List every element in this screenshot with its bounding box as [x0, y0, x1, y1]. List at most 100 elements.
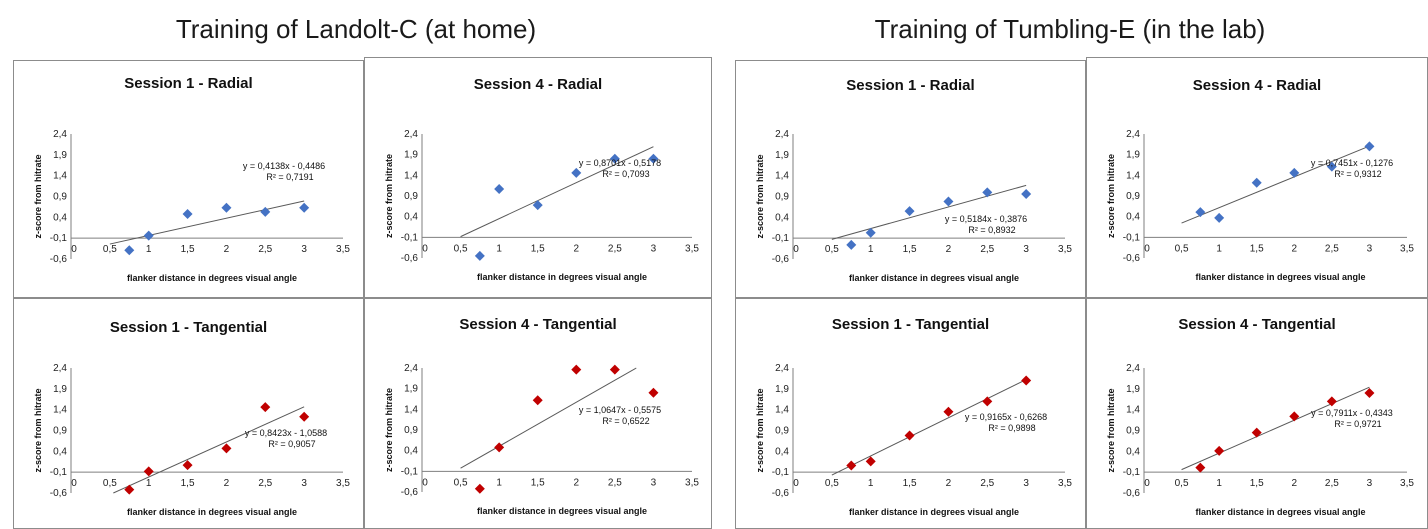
y-tick-label: 2,4	[1126, 129, 1140, 140]
y-axis-label: z-score from hitrate	[755, 154, 765, 238]
chart-title: Session 1 - Radial	[124, 75, 252, 92]
data-point	[1289, 167, 1300, 178]
r-squared-label: R² = 0,8932	[968, 225, 1015, 235]
x-tick-label: 0	[793, 478, 799, 489]
y-tick-label: -0,6	[401, 253, 419, 264]
trendline	[831, 379, 1027, 476]
x-tick-label: 1	[496, 243, 502, 254]
data-point	[982, 187, 993, 198]
trendline	[460, 146, 654, 238]
chart-svg: Session 1 - Radial -0,6 -0,1 0,4 0,9 1,4 1,9 2,…	[755, 77, 1072, 283]
chart-title: Session 1 - Tangential	[110, 319, 267, 336]
data-point	[846, 239, 857, 250]
y-tick-label: 0,9	[1126, 191, 1140, 202]
y-tick-label: 1,4	[1126, 405, 1140, 416]
x-axis-label: flanker distance in degrees visual angle	[1195, 272, 1365, 282]
chart-panel-tumbling-s1-tangential: Session 1 - Tangential -0,6 -0,1 0,4 0,9 1,4 1…	[735, 298, 1086, 529]
chart-panel-landolt-s4-radial: Session 4 - Radial -0,6 -0,1 0,4 0,9 1,4 1,9 2,…	[364, 57, 712, 298]
trendline-equation: y = 0,8701x - 0,5178	[579, 158, 661, 168]
r-squared-label: R² = 0,9057	[268, 439, 315, 449]
y-tick-label: 1,9	[404, 150, 418, 161]
trendline	[1181, 145, 1370, 224]
y-axis-label: z-score from hitrate	[755, 388, 765, 472]
chart-svg: Session 4 - Tangential -0,6 -0,1 0,4 0,9 1,4 1…	[384, 316, 699, 516]
y-tick-label: 2,4	[1126, 363, 1140, 374]
chart-svg: Session 4 - Tangential -0,6 -0,1 0,4 0,9 1,4 1…	[1106, 316, 1414, 517]
trendline	[1181, 386, 1370, 471]
data-point	[865, 456, 876, 467]
y-tick-label: -0,1	[50, 233, 68, 244]
data-point	[571, 364, 582, 375]
x-tick-label: 1	[1216, 478, 1222, 489]
y-tick-label: 0,9	[775, 426, 789, 437]
data-point	[1251, 427, 1262, 438]
x-tick-label: 2,5	[980, 244, 994, 255]
y-tick-label: 1,9	[53, 150, 67, 161]
chart-panel-tumbling-s4-radial: Session 4 - Radial -0,6 -0,1 0,4 0,9 1,4 1,9 2,…	[1086, 57, 1428, 298]
x-axis-label: flanker distance in degrees visual angle	[849, 507, 1019, 517]
x-tick-label: 1	[146, 244, 152, 255]
x-tick-label: 2,5	[980, 478, 994, 489]
data-point	[182, 209, 193, 219]
x-tick-label: 2,5	[258, 244, 272, 255]
x-tick-label: 2,5	[608, 477, 622, 488]
x-axis-label: flanker distance in degrees visual angle	[1195, 507, 1365, 517]
chart-svg: Session 4 - Radial -0,6 -0,1 0,4 0,9 1,4 1,9 2,…	[384, 76, 699, 282]
x-tick-label: 1,5	[531, 477, 545, 488]
y-tick-label: 1,9	[53, 384, 67, 395]
y-tick-label: 1,4	[404, 404, 418, 415]
y-axis-label: z-score from hitrate	[384, 154, 394, 238]
group-title-landolt: Training of Landolt-C (at home)	[175, 14, 537, 44]
chart-panel-landolt-s1-radial: Session 1 - Radial -0,6 -0,1 0,4 0,9 1,4 1,9 2,…	[13, 60, 364, 298]
y-tick-label: -0,6	[772, 488, 790, 499]
y-tick-label: 0,4	[775, 446, 789, 457]
y-axis-label: z-score from hitrate	[33, 388, 43, 472]
trendline-equation: y = 0,7451x - 0,1276	[1311, 158, 1393, 168]
chart-svg: Session 4 - Radial -0,6 -0,1 0,4 0,9 1,4 1,9 2,…	[1106, 77, 1414, 282]
x-tick-label: 3,5	[685, 243, 699, 254]
x-tick-label: 3,5	[1058, 244, 1072, 255]
x-tick-label: 1	[868, 244, 874, 255]
y-tick-label: -0,6	[1123, 488, 1141, 499]
x-tick-label: 0,5	[454, 243, 468, 254]
y-axis-label: z-score from hitrate	[33, 154, 43, 238]
x-tick-label: 3,5	[336, 478, 350, 489]
data-point	[1214, 212, 1225, 223]
trendline-equation: y = 0,8423x - 1,0588	[245, 428, 327, 438]
x-tick-label: 0,5	[103, 244, 117, 255]
y-axis-label: z-score from hitrate	[1106, 154, 1116, 238]
chart-title: Session 1 - Radial	[846, 77, 974, 94]
x-tick-label: 0	[71, 478, 77, 489]
x-axis-label: flanker distance in degrees visual angle	[127, 273, 297, 283]
y-tick-label: -0,6	[50, 254, 68, 265]
x-axis-label: flanker distance in degrees visual angle	[127, 507, 297, 517]
y-tick-label: 2,4	[404, 129, 418, 140]
x-tick-label: 2,5	[608, 243, 622, 254]
data-point	[609, 153, 620, 164]
y-tick-label: 1,4	[404, 170, 418, 181]
x-tick-label: 0	[1144, 478, 1150, 489]
data-point	[1214, 445, 1225, 456]
x-tick-label: 1,5	[903, 244, 917, 255]
trendline	[113, 406, 305, 494]
data-point	[1326, 396, 1337, 407]
x-axis-label: flanker distance in degrees visual angle	[477, 506, 647, 516]
chart-panel-tumbling-s1-radial: Session 1 - Radial -0,6 -0,1 0,4 0,9 1,4 1,9 2,…	[735, 60, 1086, 298]
x-tick-label: 0,5	[1175, 243, 1189, 254]
data-point	[1021, 375, 1032, 386]
y-tick-label: 2,4	[53, 129, 67, 140]
trendline	[109, 200, 305, 245]
x-tick-label: 0	[422, 243, 428, 254]
y-tick-label: 2,4	[775, 129, 789, 140]
x-tick-label: 3,5	[1058, 478, 1072, 489]
trendline-equation: y = 0,9165x - 0,6268	[965, 412, 1047, 422]
chart-panel-landolt-s1-tangential: Session 1 - Tangential -0,6 -0,1 0,4 0,9 1,4 1…	[13, 298, 364, 529]
y-tick-label: 0,9	[404, 191, 418, 202]
x-tick-label: 2	[574, 243, 580, 254]
y-tick-label: -0,6	[401, 487, 419, 498]
x-tick-label: 2,5	[1325, 478, 1339, 489]
x-tick-label: 2,5	[258, 478, 272, 489]
x-axis-label: flanker distance in degrees visual angle	[849, 273, 1019, 283]
y-tick-label: 0,4	[53, 446, 67, 457]
data-point	[1364, 388, 1375, 398]
